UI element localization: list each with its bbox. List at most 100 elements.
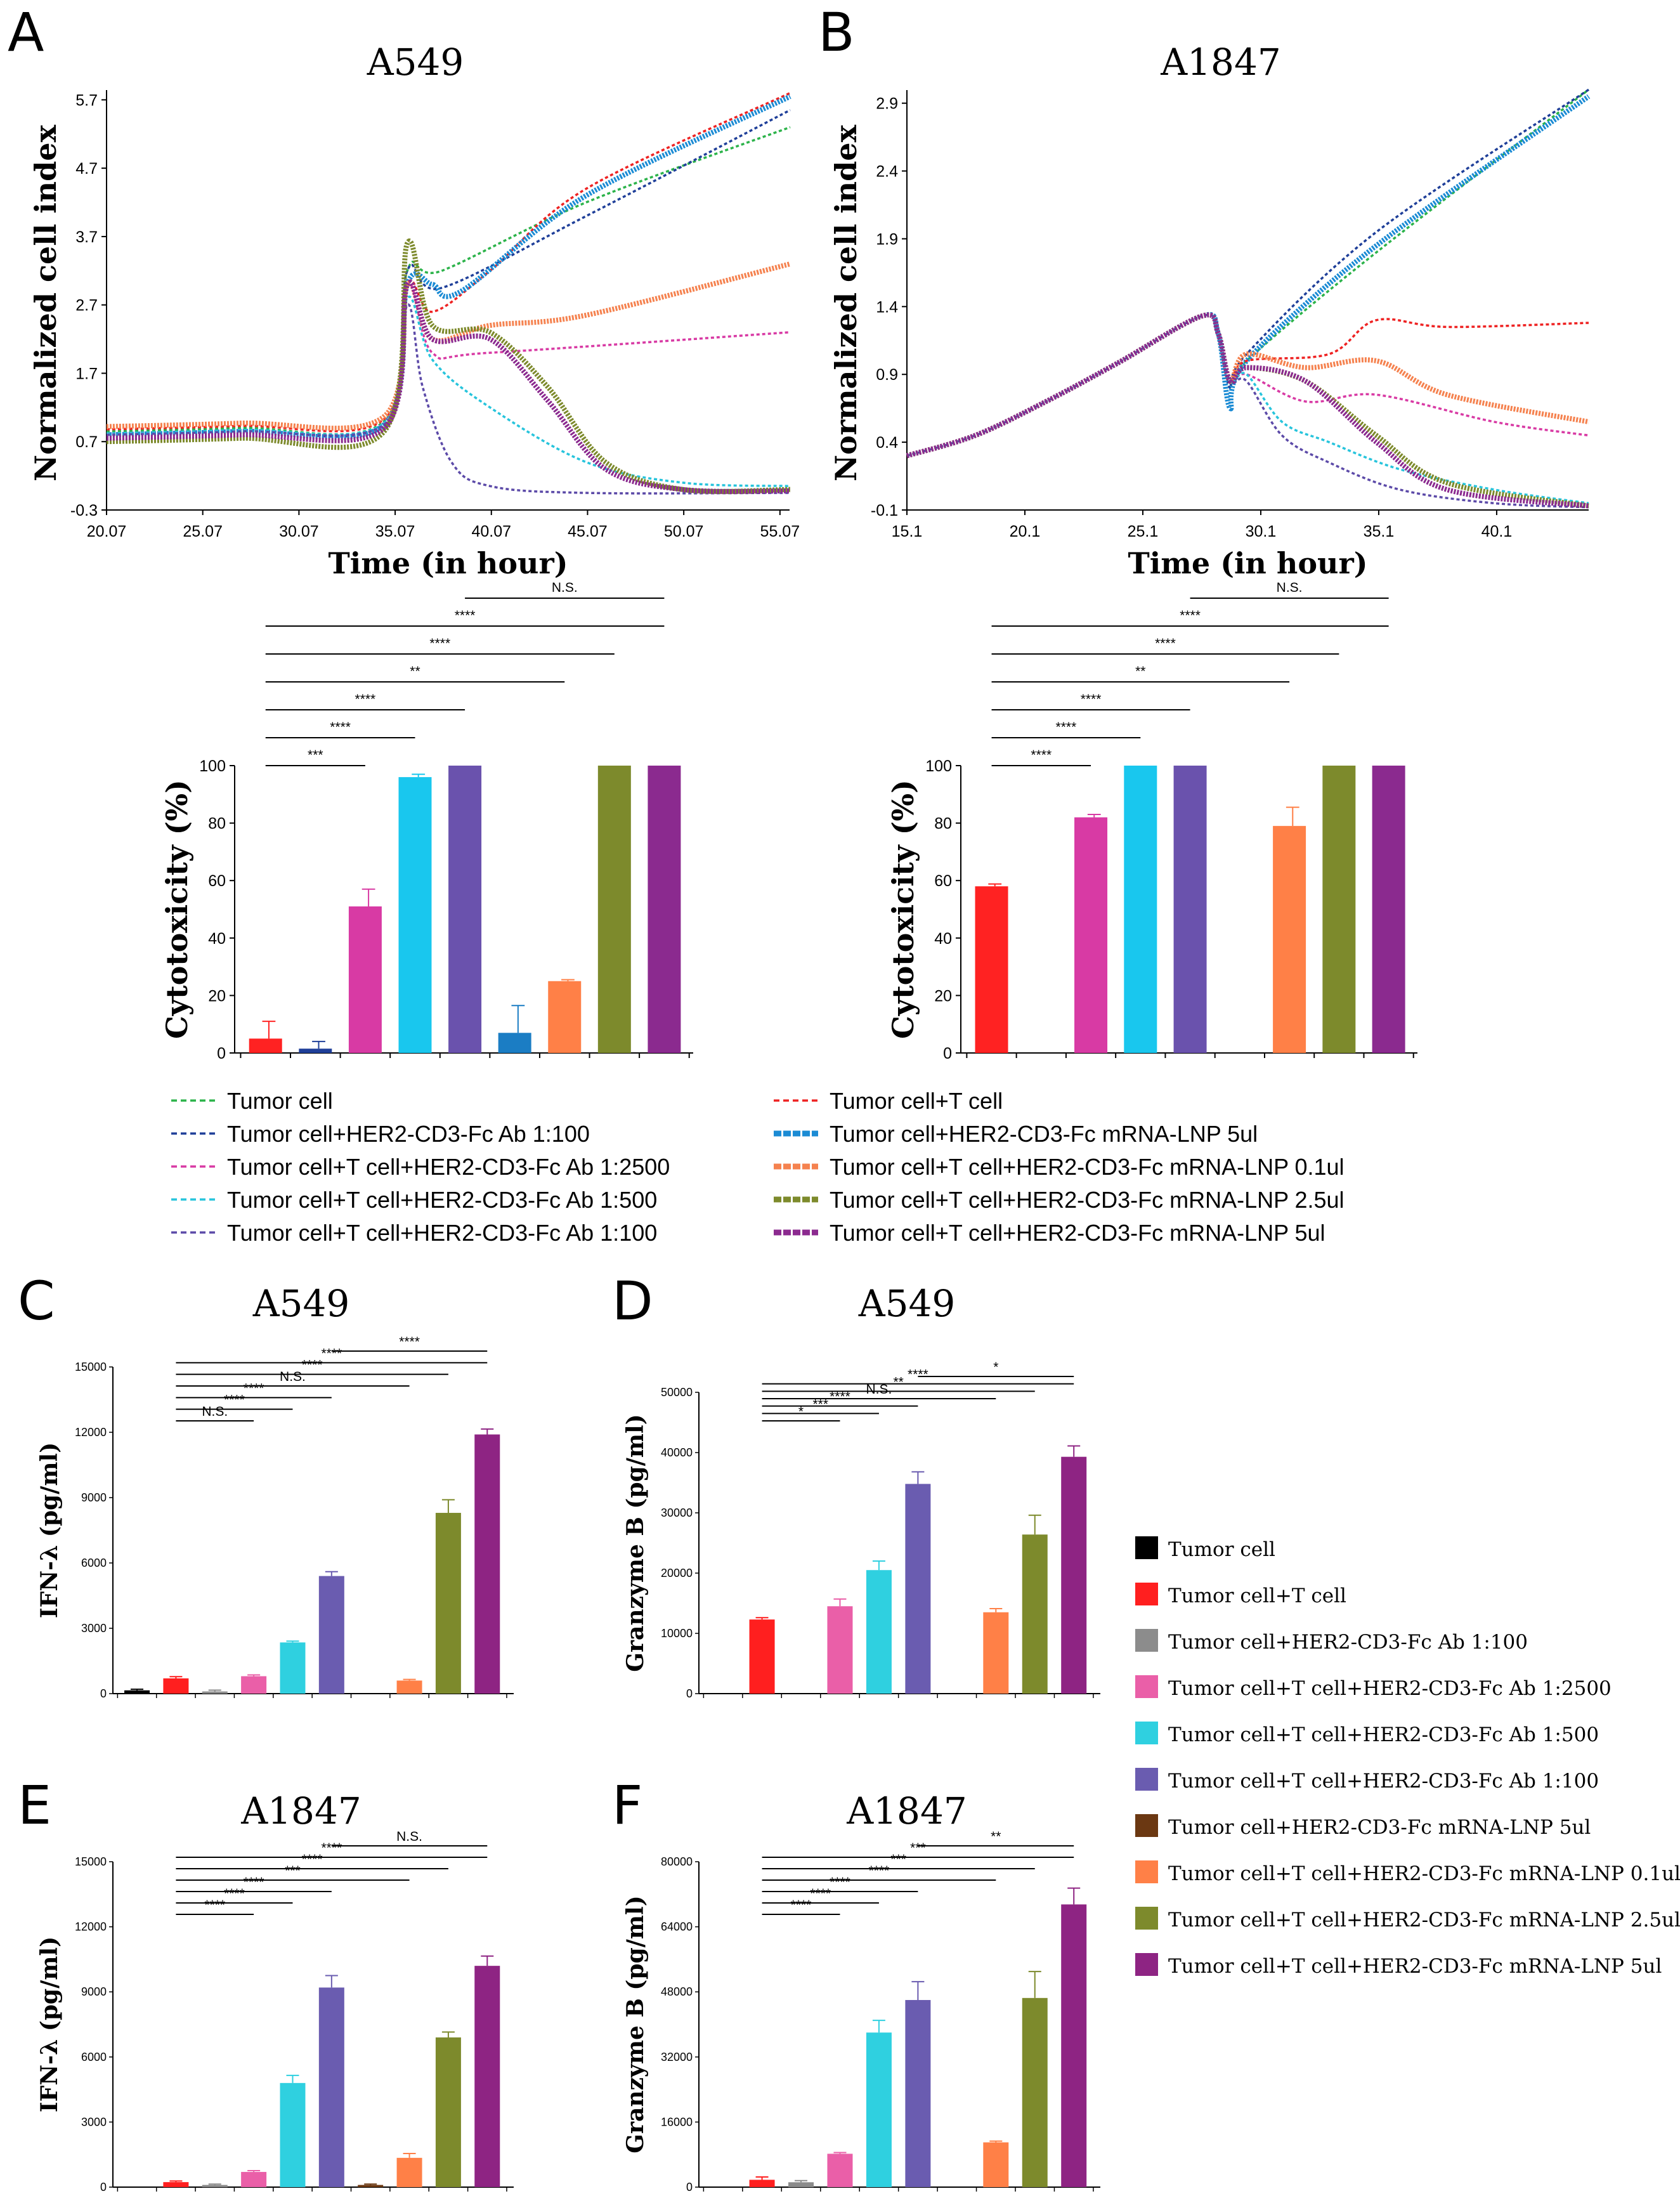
x-tick-label: 35.1 (1364, 523, 1395, 540)
line-chart-B: B A1847 -0.1 0.4 0.9 1.4 1.9 2.4 2.9 15.1 20.1 25.1… (818, 1, 1591, 580)
bar (396, 2157, 422, 2187)
series-line (906, 312, 1589, 459)
series-line (906, 312, 1589, 509)
legend-label: Tumor cell+HER2-CD3-Fc mRNA-LNP 5ul (1168, 1816, 1591, 1839)
series-line (106, 94, 791, 440)
y-tick-label: 3000 (81, 2115, 107, 2128)
significance-label: **** (908, 1368, 928, 1382)
bar (1372, 766, 1405, 1053)
legend-swatch (1135, 1768, 1158, 1791)
chart-title: A549 (252, 1282, 350, 1325)
legend-label: Tumor cell+HER2-CD3-Fc Ab 1:100 (227, 1121, 590, 1147)
y-tick-label: 3000 (81, 1622, 107, 1635)
legend-swatch (1135, 1953, 1158, 1976)
y-tick-label: 2.9 (876, 95, 898, 113)
bar (983, 2142, 1009, 2187)
y-tick-label: 100 (199, 757, 226, 775)
bar (1173, 766, 1207, 1053)
series-line (906, 88, 1589, 457)
legend-label: Tumor cell (227, 1088, 333, 1114)
x-axis-title: Time (in hour) (1128, 546, 1368, 580)
y-tick-label: -0.1 (871, 502, 898, 520)
significance-label: **** (830, 1390, 850, 1404)
bar-chart-E: E A1847 0 3000 6000 9000 12000 15000 IFN-λ (pg/m… (18, 1774, 514, 2193)
bar (299, 1049, 332, 1053)
bar (280, 1642, 306, 1694)
significance-label: **** (330, 720, 351, 735)
legend-label: Tumor cell+T cell+HER2-CD3-Fc mRNA-LNP 2… (1168, 1909, 1680, 1931)
legend-label: Tumor cell+T cell (830, 1088, 1003, 1114)
bar (1061, 1456, 1087, 1694)
y-tick-label: -0.3 (70, 502, 98, 520)
significance-label: **** (810, 1886, 831, 1901)
bar (318, 1987, 344, 2187)
bar (280, 2082, 306, 2187)
x-axis-title: Time (in hour) (329, 546, 568, 580)
y-tick-label: 3.7 (75, 228, 98, 246)
x-tick-label: 45.07 (568, 523, 608, 540)
x-tick-label: 40.07 (471, 523, 511, 540)
series-line (106, 303, 790, 495)
significance-label: **** (455, 608, 476, 623)
significance-label: N.S. (552, 580, 578, 595)
panel-label: D (612, 1270, 653, 1332)
legend-label: Tumor cell+T cell+HER2-CD3-Fc mRNA-LNP 2… (830, 1187, 1345, 1213)
y-axis-title: IFN-λ (pg/ml) (36, 1937, 63, 2112)
x-tick-label: 30.1 (1246, 523, 1277, 540)
significance-label: **** (1155, 636, 1176, 651)
legend-swatch (1135, 1583, 1158, 1605)
bar (597, 766, 631, 1053)
panel-label: C (18, 1270, 55, 1332)
significance-label: N.S. (1277, 580, 1303, 595)
bar (548, 981, 582, 1053)
y-tick-label: 2.7 (75, 297, 98, 315)
y-tick-label: 0.7 (75, 433, 98, 451)
bar (648, 766, 681, 1053)
y-axis-title: IFN-λ (pg/ml) (36, 1442, 63, 1618)
y-tick-label: 60 (208, 872, 226, 890)
y-tick-label: 0 (100, 2181, 107, 2193)
legend-swatch (1135, 1675, 1158, 1698)
y-tick-label: 30000 (661, 1506, 693, 1519)
y-axis-title: Granzyme B (pg/ml) (622, 1414, 649, 1671)
x-tick-label: 20.1 (1010, 523, 1041, 540)
bar (983, 1612, 1009, 1694)
series-line (906, 312, 1589, 509)
significance-label: N.S. (866, 1382, 892, 1397)
significance-label: **** (1180, 608, 1201, 623)
significance-label: **** (302, 1358, 323, 1373)
legend-label: Tumor cell+T cell+HER2-CD3-Fc mRNA-LNP 0… (830, 1154, 1345, 1180)
bar (241, 2172, 267, 2187)
series-line (106, 239, 790, 494)
y-tick-label: 48000 (661, 1985, 693, 1998)
significance-label: * (798, 1404, 804, 1419)
y-tick-label: 80 (934, 815, 952, 833)
bar (866, 2032, 892, 2187)
chart-title: A549 (367, 41, 464, 84)
bar (202, 2185, 228, 2187)
bar (398, 777, 432, 1053)
y-tick-label: 15000 (75, 1855, 107, 1868)
significance-label: **** (204, 1898, 225, 1912)
bar (788, 2182, 814, 2187)
x-tick-label: 20.07 (87, 523, 127, 540)
significance-label: *** (308, 748, 323, 762)
legend-label: Tumor cell+T cell+HER2-CD3-Fc Ab 1:500 (227, 1187, 657, 1213)
significance-label: **** (355, 692, 376, 707)
bar (1124, 766, 1157, 1053)
y-tick-label: 12000 (75, 1921, 107, 1933)
x-tick-label: 55.07 (760, 523, 800, 540)
bar (749, 1619, 775, 1694)
series-line (106, 126, 791, 436)
y-tick-label: 20000 (661, 1567, 693, 1579)
significance-label: *** (285, 1864, 301, 1878)
legend-top: Tumor cell Tumor cell+T cell Tumor cell+HE… (171, 1088, 1345, 1246)
y-axis-title: Normalized cell index (829, 124, 863, 481)
significance-label: **** (1056, 720, 1077, 735)
y-tick-label: 9000 (81, 1985, 107, 1998)
y-tick-label: 5.7 (75, 91, 98, 109)
legend-label: Tumor cell+HER2-CD3-Fc Ab 1:100 (1168, 1631, 1528, 1654)
bar (1074, 817, 1108, 1053)
